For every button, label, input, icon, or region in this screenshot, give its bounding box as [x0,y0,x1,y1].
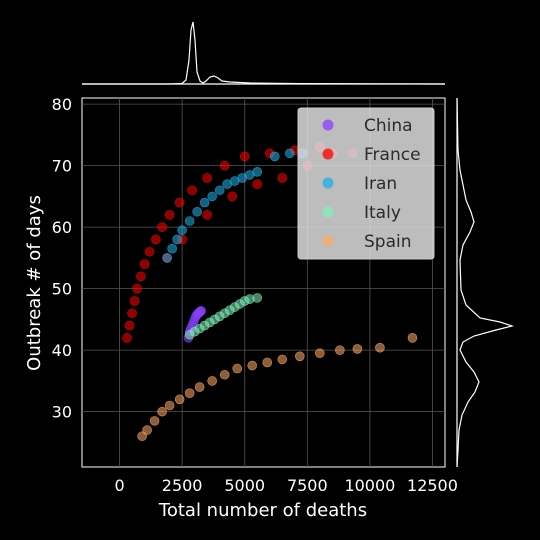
data-point [172,234,182,245]
x-tick-label: 0 [114,476,124,495]
data-point [352,344,363,354]
x-tick-label: 7500 [287,476,328,495]
data-point [262,357,273,368]
data-point [232,363,243,374]
data-point [239,151,250,162]
data-point [187,185,197,196]
legend-marker [322,235,334,247]
x-tick-label: 5000 [224,476,265,495]
data-point [219,160,230,171]
data-point [252,167,263,177]
data-point [196,305,206,316]
legend-label: Iran [364,174,397,194]
series-spain [137,333,418,442]
legend-label: China [364,116,413,136]
series-italy [184,293,263,340]
data-point [407,333,418,343]
data-point [162,253,172,263]
top-marginal-distribution [82,21,446,85]
data-point [164,400,175,411]
data-point [315,348,325,359]
data-point [174,394,185,405]
x-tick-labels: 0 2500 5000 7500 10000 12500 [114,476,457,495]
data-point [202,173,212,183]
y-tick-label: 40 [52,341,72,360]
data-point [252,293,263,303]
y-tick-label: 80 [52,95,72,114]
data-point [174,197,185,208]
data-point [335,345,345,355]
data-point [157,406,167,417]
data-point [194,382,205,392]
right-marginal-distribution [456,97,515,468]
legend-label: France [364,145,421,165]
data-point [219,369,230,380]
y-tick-label: 50 [52,280,72,299]
data-point [164,210,175,220]
y-tick-labels: 30 40 50 60 70 80 [52,95,72,422]
data-point [202,210,212,220]
data-point [214,185,225,196]
data-point [144,246,155,257]
legend-marker [322,177,334,189]
data-point [207,191,217,202]
legend-label: Spain [364,232,412,252]
data-point [129,296,140,306]
data-point [269,151,280,162]
y-axis-title: Outbreak # of days [24,195,45,371]
data-point [184,388,195,399]
legend-label: Italy [364,203,401,223]
data-point [284,148,295,159]
y-tick-label: 60 [52,218,72,237]
right-marginal-density [456,97,515,468]
data-point [124,320,135,331]
x-axis-title: Total number of deaths [158,500,367,521]
legend-frame [297,107,435,260]
data-point [199,197,210,208]
data-point [247,360,258,371]
main-plot-area: 0 2500 5000 7500 10000 12500 30 40 50 60 70 80 Chi… [52,95,458,495]
data-point [136,271,146,282]
y-tick-label: 30 [52,403,72,422]
data-point [184,216,195,226]
data-point [192,206,202,217]
data-point [177,225,187,236]
data-point [252,179,263,189]
y-tick-label: 70 [52,157,72,176]
x-tick-label: 2500 [162,476,203,495]
data-point [277,354,288,365]
data-point [122,333,132,343]
series-iran [162,148,308,263]
x-tick-label: 10000 [344,476,395,495]
data-point [294,351,305,362]
data-point [132,283,142,294]
data-point [157,222,167,232]
legend-marker [322,206,334,218]
data-point [139,259,150,269]
data-point [142,425,152,435]
legend-marker [322,148,334,160]
data-point [375,342,385,353]
data-point [207,376,217,386]
top-marginal-density [82,21,446,85]
data-point [149,416,160,426]
data-point [167,243,177,254]
legend: China France Iran Italy Spain [297,107,435,260]
data-point [277,173,288,183]
legend-marker [322,119,334,131]
x-tick-label: 12500 [407,476,458,495]
data-point [127,308,137,319]
data-point [151,234,161,245]
data-point [227,191,238,202]
